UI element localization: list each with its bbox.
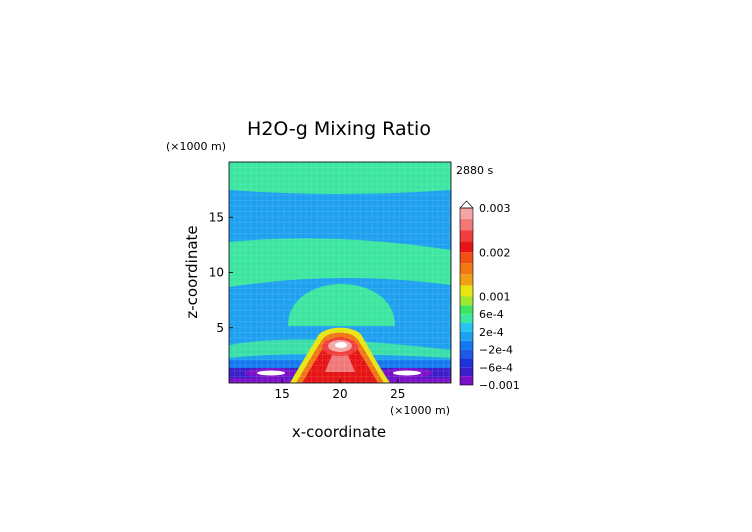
- colorbar: 0.003 0.002 0.001 6e-4 2e-4 −2e-4 −6e-4 −0.001: [459, 200, 520, 392]
- colorbar-segment: [460, 323, 473, 332]
- contour-field: [229, 162, 451, 383]
- y-tick-label: 10: [209, 266, 224, 280]
- y-tick-label: 5: [216, 321, 224, 335]
- y-unit-label: (×1000 m): [166, 140, 226, 153]
- y-axis: 5 10 15: [209, 210, 233, 335]
- y-tick-label: 15: [209, 210, 224, 224]
- colorbar-segment: [460, 296, 473, 306]
- left-minimum-core: [257, 370, 285, 376]
- mid-band: [229, 238, 451, 287]
- chart-title: H2O-g Mixing Ratio: [247, 118, 431, 140]
- colorbar-label: 0.002: [479, 246, 511, 259]
- colorbar-segment: [460, 305, 473, 315]
- colorbar-segment: [460, 285, 473, 297]
- colorbar-frame: [459, 207, 474, 386]
- colorbar-segment: [460, 241, 473, 253]
- colorbar-label: 2e-4: [479, 326, 504, 339]
- x-tick-label: 25: [390, 387, 405, 401]
- colorbar-label: −2e-4: [479, 344, 513, 357]
- colorbar-segment: [460, 208, 473, 220]
- colorbar-segment: [460, 219, 473, 231]
- colorbar-extend-arrow: [459, 200, 474, 209]
- x-axis-label: x-coordinate: [292, 423, 386, 441]
- colorbar-label: −6e-4: [479, 361, 513, 374]
- colorbar-label: 0.003: [479, 202, 511, 215]
- colorbar-segment: [460, 349, 473, 359]
- colorbar-segment: [460, 376, 473, 385]
- x-axis: 15 20 25: [275, 379, 405, 401]
- x-tick-label: 20: [332, 387, 347, 401]
- time-label: 2880 s: [456, 164, 493, 177]
- y-axis-label: z-coordinate: [183, 225, 201, 318]
- colorbar-label: 0.001: [479, 291, 511, 304]
- colorbar-segment: [460, 274, 473, 286]
- colorbar-label: 6e-4: [479, 308, 504, 321]
- colorbar-segment: [460, 314, 473, 324]
- colorbar-label: −0.001: [479, 379, 520, 392]
- colorbar-segment: [460, 230, 473, 242]
- colorbar-segment: [460, 263, 473, 275]
- x-tick-label: 15: [275, 387, 290, 401]
- plot-area: 15 20 25 5 10 15: [209, 161, 452, 401]
- colorbar-segment: [460, 358, 473, 368]
- colorbar-segment: [460, 340, 473, 350]
- plume-pink: [325, 348, 355, 372]
- colorbar-segment: [460, 252, 473, 264]
- dome: [288, 284, 395, 326]
- top-band: [229, 162, 451, 194]
- plume-head-core: [335, 342, 347, 348]
- x-unit-label: (×1000 m): [390, 404, 450, 417]
- colorbar-segment: [460, 331, 473, 341]
- grid-lines: [229, 162, 451, 383]
- colorbar-segment: [460, 367, 473, 377]
- right-minimum-core: [393, 370, 421, 376]
